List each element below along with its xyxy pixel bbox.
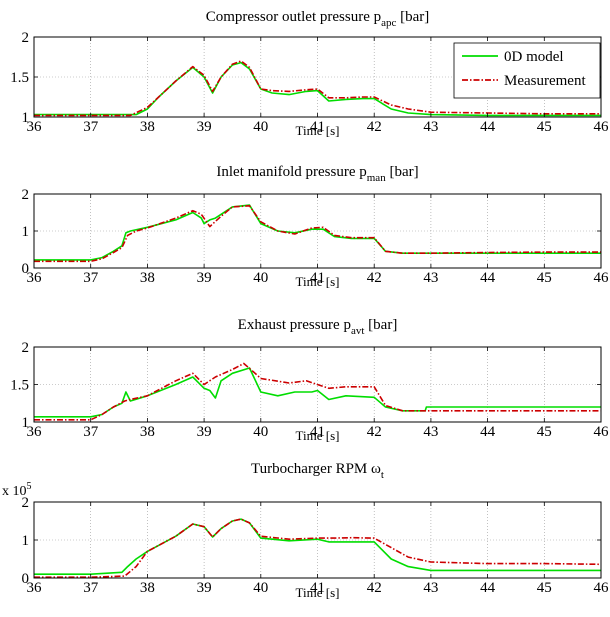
legend-label: 0D model xyxy=(504,49,564,65)
x-tick-label: 36 xyxy=(27,580,43,596)
x-tick-label: 39 xyxy=(197,580,212,596)
x-tick-label: 45 xyxy=(537,424,552,440)
chart-title: Inlet manifold pressure pman [bar] xyxy=(216,164,418,184)
x-tick-label: 43 xyxy=(423,119,438,135)
x-tick-label: 36 xyxy=(27,119,43,135)
x-tick-label: 42 xyxy=(367,119,382,135)
x-axis-label: Time [s] xyxy=(296,123,340,138)
x-tick-label: 44 xyxy=(480,424,496,440)
x-tick-label: 46 xyxy=(594,270,610,286)
x-tick-label: 36 xyxy=(27,270,43,286)
x-axis-label: Time [s] xyxy=(296,428,340,443)
y-tick-label: 1 xyxy=(22,110,30,126)
chart-title: Exhaust pressure pavt [bar] xyxy=(238,317,398,337)
x-tick-label: 37 xyxy=(83,270,99,286)
series-line-measurement xyxy=(34,205,601,263)
x-tick-label: 44 xyxy=(480,270,496,286)
series-line-measurement xyxy=(34,518,602,578)
x-tick-label: 38 xyxy=(140,270,155,286)
x-tick-label: 43 xyxy=(423,424,438,440)
x-tick-label: 46 xyxy=(594,424,610,440)
y-tick-label: 2 xyxy=(22,340,30,356)
y-tick-label: 1 xyxy=(22,415,30,431)
x-tick-label: 36 xyxy=(27,424,43,440)
x-tick-label: 46 xyxy=(594,119,610,135)
x-tick-label: 40 xyxy=(253,580,268,596)
x-tick-label: 41 xyxy=(310,580,325,596)
x-tick-label: 39 xyxy=(197,424,212,440)
x-tick-label: 41 xyxy=(310,424,325,440)
x-tick-label: 43 xyxy=(423,580,438,596)
y-tick-label: 1 xyxy=(22,224,30,240)
x-tick-label: 46 xyxy=(594,580,610,596)
x-tick-label: 38 xyxy=(140,580,155,596)
chart-panel-1: 36 37 38 39 40 41 42 43 44 45 46 1 1.5 2 Compressor ou… xyxy=(10,9,609,138)
y-tick-label: 1.5 xyxy=(10,70,29,86)
x-tick-label: 37 xyxy=(83,424,99,440)
series-line-measurement xyxy=(34,60,601,117)
chart-panel-4: 36 37 38 39 40 41 42 43 44 45 46 0 1 2 Turbocharger RP… xyxy=(2,461,609,600)
legend-label: Measurement xyxy=(504,73,586,89)
x-tick-label: 42 xyxy=(367,270,382,286)
y-multiplier: x 105 xyxy=(2,481,32,499)
x-tick-label: 45 xyxy=(537,119,552,135)
series-line-measurement xyxy=(34,362,601,421)
x-tick-label: 41 xyxy=(310,270,325,286)
chart-panel-2: 36 37 38 39 40 41 42 43 44 45 46 0 1 2 Inlet manifold … xyxy=(22,164,610,289)
x-axis-label: Time [s] xyxy=(296,274,340,289)
x-tick-label: 40 xyxy=(253,270,268,286)
x-tick-label: 42 xyxy=(367,580,382,596)
y-tick-label: 0 xyxy=(22,571,30,587)
x-tick-label: 44 xyxy=(480,580,496,596)
x-axis-label: Time [s] xyxy=(296,585,340,600)
x-tick-label: 38 xyxy=(140,119,155,135)
chart-title: Compressor outlet pressure papc [bar] xyxy=(206,9,430,29)
y-tick-label: 1.5 xyxy=(10,378,29,394)
x-tick-label: 44 xyxy=(480,119,496,135)
x-tick-label: 37 xyxy=(83,580,99,596)
y-tick-label: 1 xyxy=(22,533,30,549)
y-tick-label: 2 xyxy=(22,187,30,203)
x-tick-label: 39 xyxy=(197,270,212,286)
x-tick-label: 37 xyxy=(83,119,99,135)
legend-box xyxy=(453,42,601,99)
x-tick-label: 38 xyxy=(140,424,155,440)
chart-panel-3: 36 37 38 39 40 41 42 43 44 45 46 1 1.5 2 Exhaust press… xyxy=(10,317,609,443)
chart-title: Turbocharger RPM ωt xyxy=(251,461,384,481)
x-tick-label: 42 xyxy=(367,424,382,440)
x-tick-label: 40 xyxy=(253,119,268,135)
x-tick-label: 40 xyxy=(253,424,268,440)
x-tick-label: 45 xyxy=(537,270,552,286)
y-tick-label: 2 xyxy=(22,495,30,511)
y-tick-label: 0 xyxy=(22,261,30,277)
y-tick-label: 2 xyxy=(22,30,30,46)
x-tick-label: 43 xyxy=(423,270,438,286)
legend: 0D model Measurement xyxy=(453,42,601,99)
x-tick-label: 45 xyxy=(537,580,552,596)
x-tick-label: 39 xyxy=(197,119,212,135)
x-tick-label: 41 xyxy=(310,119,325,135)
